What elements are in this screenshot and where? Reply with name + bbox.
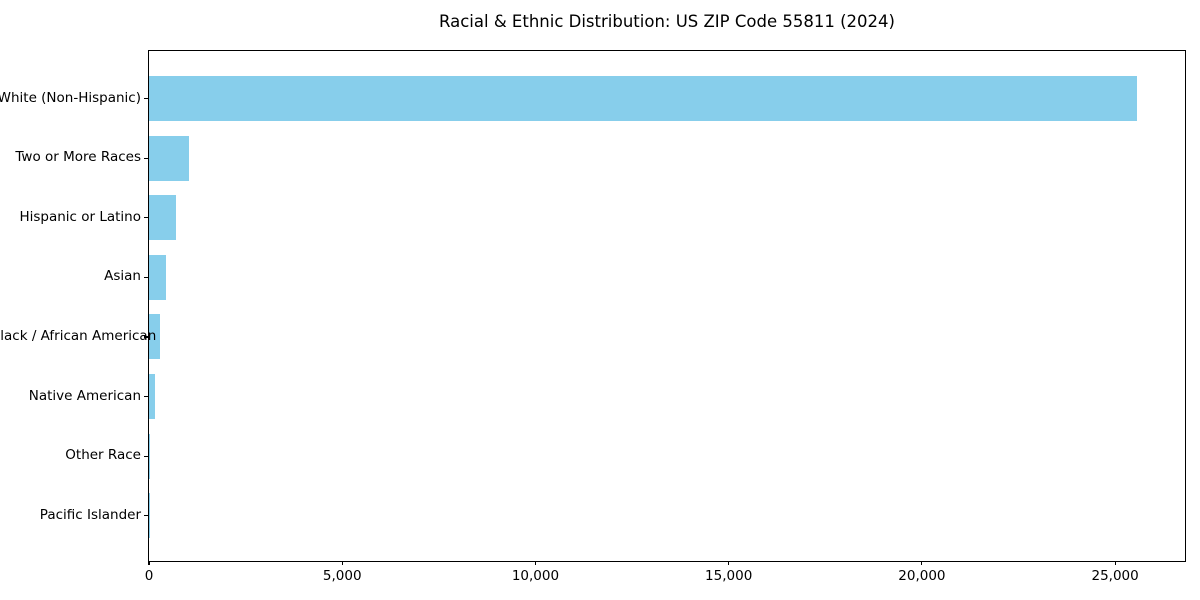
- x-axis-tick-label: 15,000: [705, 568, 753, 584]
- bar-white-non-hispanic: [149, 76, 1137, 122]
- y-axis-tick: [143, 276, 148, 278]
- y-axis-label: Native American: [28, 387, 141, 404]
- x-axis-tick-label: 0: [144, 568, 154, 584]
- y-axis-tick: [143, 515, 148, 517]
- y-axis-label: Black / African American: [0, 327, 157, 344]
- y-axis-tick: [143, 395, 148, 398]
- chart-title: Racial & Ethnic Distribution: US ZIP Cod…: [439, 12, 895, 31]
- y-axis-tick: [143, 336, 148, 338]
- x-axis-tick: [1114, 561, 1116, 565]
- y-axis-label: Asian: [104, 268, 141, 285]
- y-axis-tick: [143, 98, 148, 100]
- bar-other-race: [149, 433, 151, 479]
- x-axis-tick: [728, 561, 730, 565]
- bar-two-or-more-races: [149, 135, 190, 181]
- y-axis-label: Other Race: [65, 447, 141, 464]
- y-axis-tick: [143, 217, 148, 219]
- x-axis-tick-label: 10,000: [511, 568, 560, 584]
- x-axis-tick: [148, 561, 150, 565]
- y-axis-label: Hispanic or Latino: [19, 208, 141, 225]
- bar-asian: [149, 254, 166, 300]
- x-axis-tick: [534, 561, 537, 565]
- x-axis-tick: [921, 561, 923, 565]
- y-axis-tick: [143, 157, 148, 159]
- x-axis-tick-label: 25,000: [1091, 568, 1139, 584]
- y-axis-label: Two or More Races: [15, 149, 141, 166]
- y-axis-tick: [143, 455, 148, 457]
- y-axis-label: White (Non-Hispanic): [0, 89, 141, 106]
- x-axis-tick: [341, 561, 343, 565]
- y-axis-label: Pacific Islander: [39, 506, 141, 523]
- bar-black-african-american: [149, 314, 161, 360]
- bar-native-american: [149, 374, 155, 420]
- x-axis-tick-label: 20,000: [898, 568, 946, 584]
- bar-hispanic-or-latino: [149, 195, 177, 241]
- plot-area: White (Non-Hispanic) Two or More Races His…: [0, 50, 1186, 584]
- x-axis-tick-label: 5,000: [322, 568, 362, 584]
